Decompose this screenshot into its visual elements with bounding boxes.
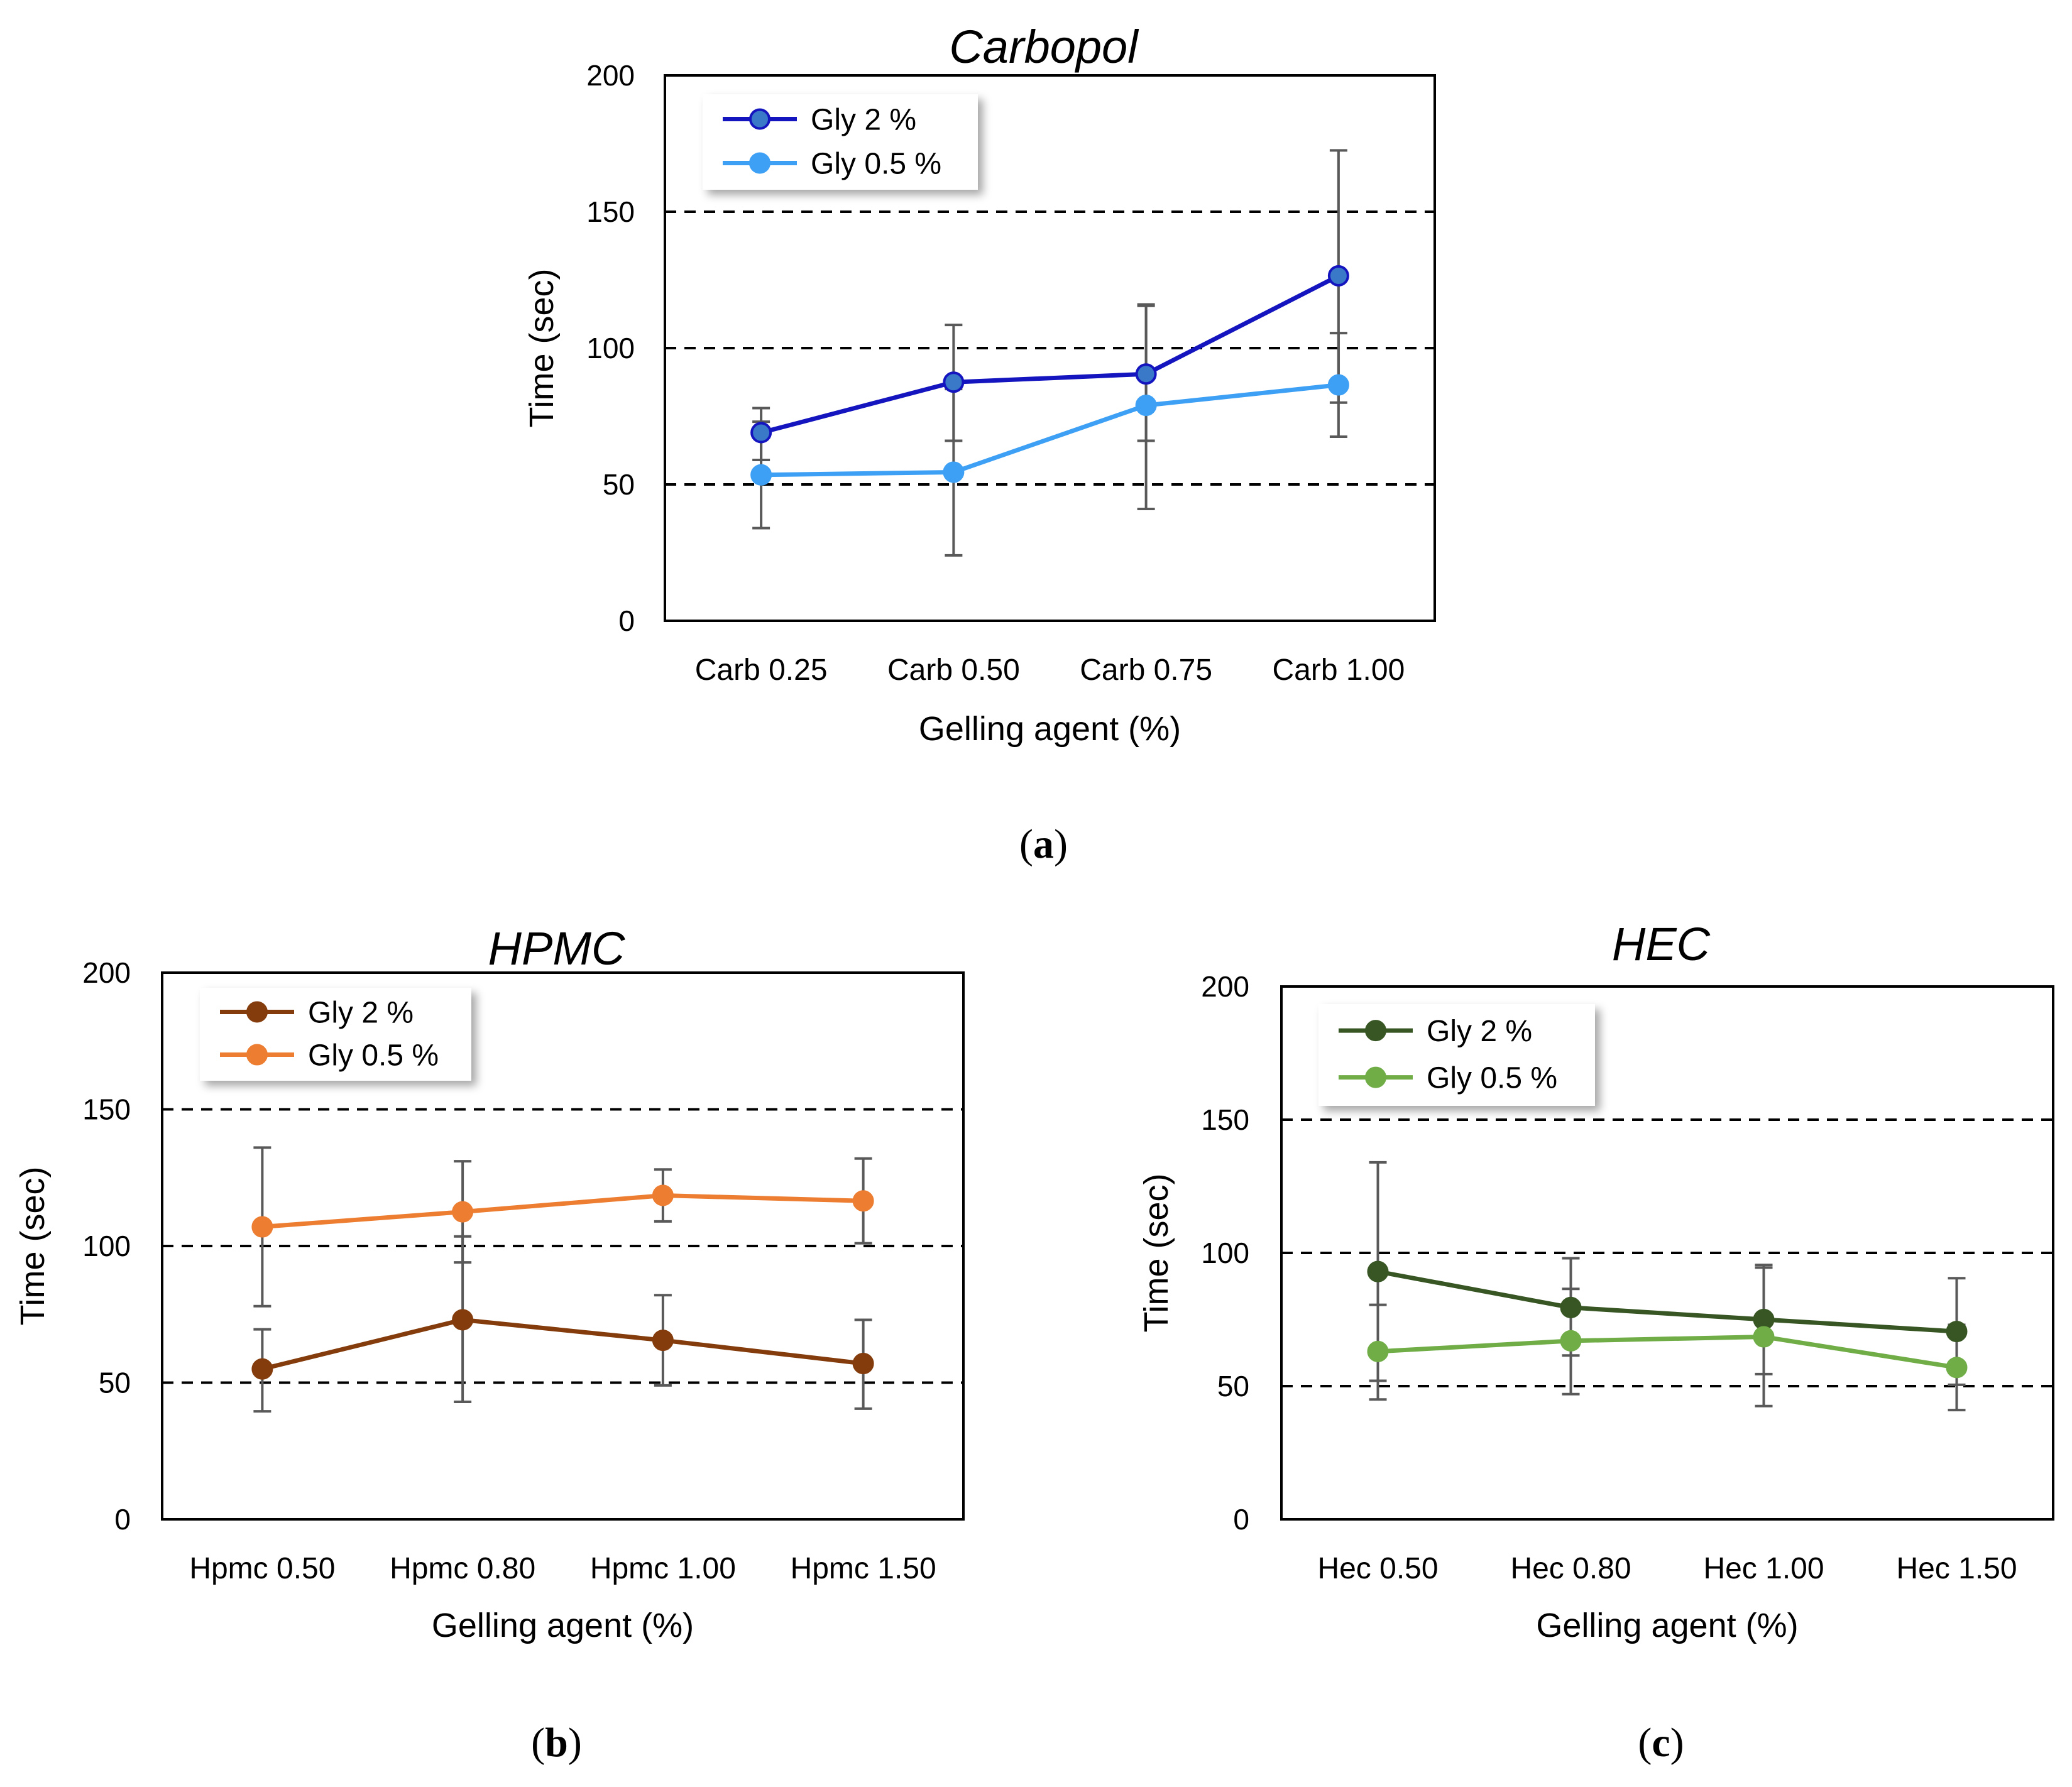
data-point (652, 1184, 674, 1206)
y-axis-label: Time (sec) (1137, 1174, 1175, 1333)
legend: Gly 2 % Gly 0.5 % (703, 94, 978, 190)
series-line (261, 1317, 864, 1372)
y-tick-label: 50 (603, 468, 635, 501)
y-tick-label: 150 (1201, 1103, 1249, 1136)
y-tick-label: 200 (1201, 970, 1249, 1003)
x-tick-label: Hpmc 1.50 (791, 1552, 936, 1585)
data-point (1327, 265, 1349, 287)
legend-box (1318, 1004, 1595, 1106)
legend-label: Gly 2 % (1427, 1015, 1532, 1048)
legend: Gly 2 % Gly 0.5 % (1318, 1004, 1595, 1106)
data-point (1367, 1340, 1389, 1362)
data-point (1560, 1296, 1582, 1318)
data-point (1946, 1321, 1968, 1343)
y-tick-label: 0 (114, 1503, 131, 1536)
series-line (1378, 1335, 1958, 1370)
y-tick-label: 200 (586, 59, 635, 92)
chart-title: HEC (1612, 918, 1711, 970)
data-point (1946, 1357, 1968, 1379)
legend: Gly 2 % Gly 0.5 % (200, 988, 471, 1081)
legend-label: Gly 2 % (308, 996, 414, 1029)
data-point (1560, 1330, 1582, 1352)
x-axis-label: Gelling agent (%) (1536, 1607, 1798, 1644)
legend-label: Gly 2 % (811, 104, 916, 137)
legend-box (703, 94, 978, 190)
data-point (251, 1216, 273, 1238)
legend-marker (749, 108, 770, 130)
data-point (1753, 1326, 1775, 1348)
legend-marker (246, 1001, 268, 1023)
x-tick-label: Hec 0.80 (1510, 1552, 1631, 1585)
data-point (251, 1358, 273, 1380)
x-tick-label: Hec 1.00 (1703, 1552, 1824, 1585)
legend-marker (749, 152, 770, 174)
chart-b: 0 50 100 150 200 Hpmc 0.50 Hpmc 0.80 Hpmc 1.00 H… (14, 922, 965, 1766)
legend-marker (1365, 1020, 1386, 1042)
x-tick-label: Carb 0.75 (1080, 653, 1212, 687)
y-tick-label: 200 (82, 956, 131, 989)
x-tick-label: Hpmc 0.50 (189, 1552, 335, 1585)
data-point (943, 371, 965, 393)
data-point (1367, 1260, 1389, 1282)
data-point (1753, 1309, 1775, 1330)
data-point (1327, 374, 1349, 396)
x-axis-label: Gelling agent (%) (432, 1607, 694, 1644)
legend-label: Gly 0.5 % (1427, 1062, 1557, 1095)
y-tick-label: 100 (586, 332, 635, 364)
panel-label: (b) (531, 1720, 582, 1766)
legend-box (200, 988, 471, 1081)
legend-label: Gly 0.5 % (811, 147, 941, 180)
series-line (760, 273, 1340, 435)
legend-marker (246, 1044, 268, 1066)
y-tick-label: 0 (1233, 1503, 1249, 1536)
data-point (852, 1190, 874, 1212)
x-tick-label: Carb 1.00 (1272, 653, 1405, 687)
x-tick-label: Hec 0.50 (1317, 1552, 1438, 1585)
data-point (750, 422, 772, 444)
y-tick-label: 150 (82, 1093, 131, 1126)
y-tick-label: 100 (1201, 1237, 1249, 1269)
x-axis-label: Gelling agent (%) (919, 710, 1181, 748)
x-tick-label: Hec 1.50 (1896, 1552, 2017, 1585)
x-tick-label: Hpmc 0.80 (390, 1552, 535, 1585)
y-tick-label: 50 (1217, 1370, 1249, 1402)
series-line (761, 383, 1339, 478)
y-tick-label: 50 (99, 1367, 131, 1399)
data-point (750, 464, 772, 486)
data-point (452, 1309, 474, 1331)
chart-a: 0 50 100 150 200 Carb 0.25 Carb 0.50 Carb 0.75 C… (523, 21, 1436, 867)
chart-title: HPMC (488, 922, 625, 975)
x-tick-label: Carb 0.25 (695, 653, 828, 687)
panel-label: (a) (1019, 821, 1068, 867)
data-point (1135, 395, 1157, 417)
panel-label: (c) (1638, 1720, 1684, 1766)
y-tick-label: 150 (586, 195, 635, 228)
legend-label: Gly 0.5 % (308, 1039, 439, 1073)
data-point (652, 1330, 674, 1352)
chart-c: 0 50 100 150 200 Hec 0.50 Hec 0.80 Hec 1.00 Hec … (1137, 918, 2054, 1766)
x-tick-label: Hpmc 1.00 (590, 1552, 736, 1585)
x-tick-label: Carb 0.50 (887, 653, 1020, 687)
y-tick-label: 100 (82, 1230, 131, 1262)
data-point (852, 1353, 874, 1375)
y-axis-label: Time (sec) (14, 1167, 52, 1326)
legend-marker (1365, 1066, 1386, 1088)
y-tick-label: 0 (618, 604, 635, 637)
data-point (943, 461, 965, 483)
y-axis-label: Time (sec) (523, 269, 561, 428)
chart-title: Carbopol (949, 21, 1139, 73)
series-line (262, 1193, 863, 1230)
data-point (1135, 363, 1157, 385)
series-line (1377, 1269, 1957, 1334)
data-point (452, 1201, 474, 1223)
